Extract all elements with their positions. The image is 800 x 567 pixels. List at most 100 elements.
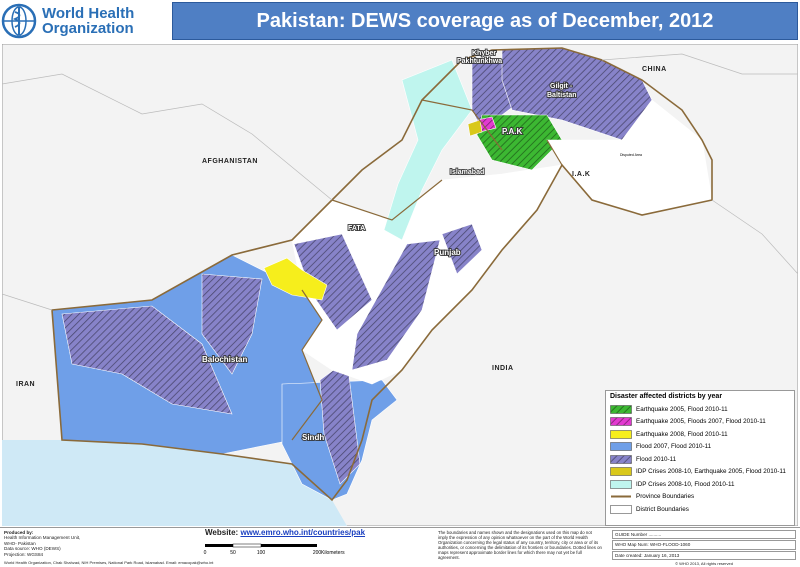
label-disputed: Disputed Area <box>620 153 642 157</box>
website: Website: www.emro.who.int/countries/pak <box>205 528 366 537</box>
produced-line: Health Information Management Unit, <box>4 535 81 541</box>
scale-unit: Kilometers <box>321 550 345 556</box>
district-area <box>351 239 441 371</box>
legend-row: Earthquake 2005, Flood 2010-11 <box>610 403 790 416</box>
label-gb: Gilgit - <box>550 83 573 90</box>
legend-box <box>610 442 632 452</box>
district-area <box>201 273 263 375</box>
scale-tick: 200 <box>313 550 322 556</box>
legend-swatch <box>610 504 632 514</box>
produced-line: Produced by: <box>4 530 34 535</box>
produced-block: Produced by: Health Information Managemen… <box>4 530 194 557</box>
produced-line: WHO- Pakistan <box>4 540 36 546</box>
scale-tick: 0 <box>204 550 207 556</box>
legend-label: IDP Crises 2008-10, Flood 2010-11 <box>636 480 735 488</box>
scale-segment <box>205 544 233 547</box>
org-line: World Health <box>42 5 135 22</box>
legend-swatch <box>610 467 632 477</box>
legend: Disaster affected districts by year Eart… <box>605 390 795 526</box>
legend-label: Flood 2010-11 <box>636 455 677 463</box>
legend-swatch <box>610 417 632 427</box>
org-name: World Health Organization <box>42 6 134 36</box>
legend-label: Earthquake 2005, Flood 2010-11 <box>636 405 728 413</box>
province-boundary <box>291 99 563 441</box>
country-border <box>51 47 713 502</box>
scale-bar: 0 50 100 200 Kilometers <box>204 543 345 556</box>
logo: World Health Organization <box>0 0 170 42</box>
label-kp: Pakhtunkhwa <box>457 58 502 65</box>
legend-label: Earthquake 2008, Flood 2010-11 <box>636 430 728 438</box>
legend-label: Earthquake 2005, Floods 2007, Flood 2010… <box>636 418 766 426</box>
address: World Health Organization, Chak Shahzad,… <box>4 560 214 565</box>
legend-row: Province Boundaries <box>610 491 790 504</box>
legend-box <box>610 454 632 464</box>
legend-box <box>610 479 632 489</box>
legend-label: Province Boundaries <box>636 493 695 501</box>
district-area <box>61 305 233 415</box>
guide-number: GUIDE Number .......... <box>612 530 796 540</box>
district-area <box>263 257 328 301</box>
copyright: © WHO 2013, All rights reserved <box>675 561 733 567</box>
label-kp: Khyber <box>472 50 496 57</box>
scale-segment <box>261 544 317 547</box>
label-balochistan: Balochistan <box>202 355 247 364</box>
district-area <box>476 114 563 171</box>
legend-swatch <box>610 429 632 439</box>
legend-swatch <box>610 454 632 464</box>
disclaimer: The boundaries and names shown and the d… <box>438 530 602 560</box>
website-link[interactable]: www.emro.who.int/countries/pak <box>240 528 366 537</box>
label-islamabad: Islamabad <box>450 169 484 176</box>
legend-swatch <box>610 479 632 489</box>
label-iak: I.A.K <box>572 171 590 178</box>
legend-row: IDP Crises 2008-10, Earthquake 2005, Flo… <box>610 466 790 479</box>
legend-row: Earthquake 2005, Floods 2007, Flood 2010… <box>610 416 790 429</box>
district-area <box>467 119 483 137</box>
legend-box <box>610 504 632 514</box>
legend-title: Disaster affected districts by year <box>610 393 723 400</box>
scale-tick: 100 <box>257 550 266 556</box>
scale-tick: 50 <box>230 550 236 556</box>
who-emblem <box>1 3 37 39</box>
title: Pakistan: DEWS coverage as of December, … <box>256 9 714 32</box>
footer: Produced by: Health Information Managemen… <box>0 527 800 566</box>
label-iran: IRAN <box>16 381 35 388</box>
date-created: Date created: January 16, 2013 <box>612 550 796 561</box>
legend-row: Earthquake 2008, Flood 2010-11 <box>610 428 790 441</box>
neighbour-borders <box>2 53 798 311</box>
map: CHINA AFGHANISTAN IRAN INDIA Khyber Pakh… <box>2 44 798 526</box>
website-label: Website: <box>205 528 239 537</box>
produced-line: Projection: WGS84 <box>4 551 44 557</box>
legend-swatch <box>610 404 632 414</box>
map-number: WHO Map Num: WHO-FLOOD-1060 <box>612 540 796 550</box>
legend-row: District Boundaries <box>610 503 790 516</box>
label-fata: FATA <box>348 225 365 232</box>
legend-label: Flood 2007, Flood 2010-11 <box>636 443 712 451</box>
legend-box <box>610 467 632 477</box>
map-info: GUIDE Number .......... WHO Map Num: WHO… <box>612 530 796 567</box>
legend-label: IDP Crises 2008-10, Earthquake 2005, Flo… <box>636 468 786 476</box>
legend-rows: Earthquake 2005, Flood 2010-11 Earthquake… <box>610 403 790 516</box>
produced-line: Data source: WHO (DEWS) <box>4 546 61 552</box>
legend-row: IDP Crises 2008-10, Flood 2010-11 <box>610 478 790 491</box>
title-bar: Pakistan: DEWS coverage as of December, … <box>172 2 798 40</box>
legend-swatch <box>611 495 631 498</box>
legend-box <box>610 429 632 439</box>
label-punjab: Punjab <box>434 248 461 257</box>
legend-row: Flood 2007, Flood 2010-11 <box>610 441 790 454</box>
label-gb: Baltistan <box>547 92 577 99</box>
scale-group: 0 50 100 200 Kilometers <box>204 543 345 556</box>
legend-swatch <box>610 442 632 452</box>
label-pak: P.A.K <box>502 127 523 136</box>
label-sindh: Sindh <box>302 433 324 442</box>
org-line: Organization <box>42 20 134 37</box>
label-china: CHINA <box>642 66 667 73</box>
legend-box <box>610 417 632 427</box>
legend-box <box>610 404 632 414</box>
legend-label: District Boundaries <box>636 505 689 513</box>
label-india: INDIA <box>492 365 514 372</box>
scale-segment <box>232 543 262 548</box>
legend-row: Flood 2010-11 <box>610 453 790 466</box>
sea <box>2 440 347 526</box>
district-area <box>441 223 483 275</box>
